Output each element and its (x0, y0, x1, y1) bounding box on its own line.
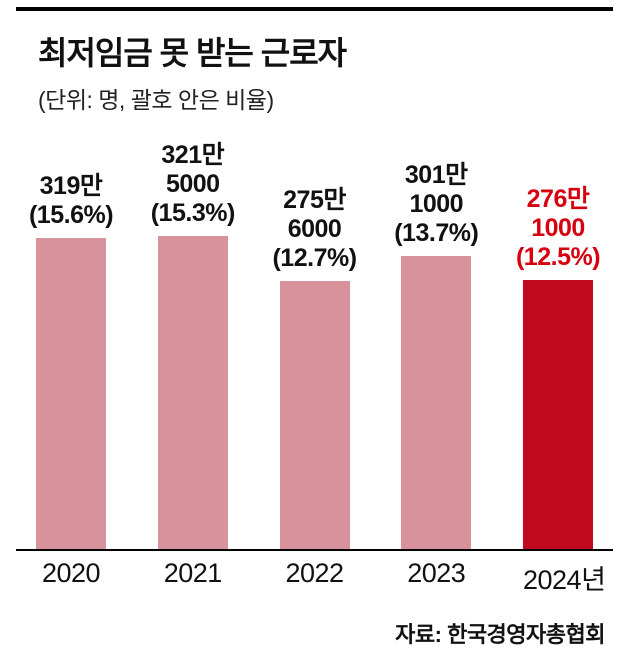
bar (279, 281, 350, 549)
bar (157, 236, 228, 549)
bar-highlighted (523, 280, 593, 549)
bar-value-line: 301만 (404, 161, 468, 189)
infographic-page: 최저임금 못 받는 근로자 (단위: 명, 괄호 안은 비율) 319만 (15.… (0, 7, 629, 661)
bar (36, 238, 106, 549)
bar-value-line: 1000 (409, 190, 464, 218)
bar-value-line: 276만 (526, 185, 590, 213)
bar-value-line: 6000 (287, 215, 342, 243)
bar-value-line: (15.6%) (28, 201, 114, 229)
bar-value-label: 321만 5000 (15.3%) (150, 141, 236, 228)
x-axis-label: 2020 (41, 558, 101, 588)
bar-value-line: (13.7%) (394, 219, 479, 247)
bar-value-line: 319만 (39, 172, 103, 200)
bar (401, 256, 472, 549)
bar-value-line: 1000 (531, 214, 585, 242)
bar-value-line: 5000 (165, 170, 220, 198)
bar-value-line: 321만 (161, 141, 225, 169)
bar-value-line: (12.7%) (272, 244, 357, 272)
x-axis: 2020 2021 2022 2023 2024년 (16, 549, 613, 597)
x-axis-label: 2023 (407, 558, 466, 588)
bar-chart: 319만 (15.6%) 321만 5000 (15.3%) 275만 6000 (12.7%… (16, 125, 613, 549)
x-axis-label: 2021 (163, 558, 223, 588)
x-axis-label: 2022 (285, 558, 344, 588)
bar-column: 275만 6000 (12.7%) (272, 186, 357, 549)
bar-value-label: 276만 1000 (12.5%) (515, 185, 601, 272)
bar-column: 276만 1000 (12.5%) (516, 185, 601, 549)
bar-value-label: 301만 1000 (13.7%) (394, 161, 479, 248)
bar-value-line: (12.5%) (515, 243, 601, 271)
bar-value-line: 275만 (283, 186, 346, 214)
bar-value-label: 275만 6000 (12.7%) (272, 186, 357, 273)
bar-column: 321만 5000 (15.3%) (151, 141, 235, 549)
top-rule (16, 7, 613, 11)
bar-column: 301만 1000 (13.7%) (394, 161, 479, 549)
bar-value-line: (15.3%) (150, 199, 236, 227)
unit-note: (단위: 명, 괄호 안은 비율) (38, 87, 274, 113)
page-title: 최저임금 못 받는 근로자 (38, 35, 347, 71)
bar-column: 319만 (15.6%) (29, 172, 114, 549)
source-caption: 자료: 한국경영자총협회 (395, 622, 605, 647)
x-axis-label: 2024년 (523, 565, 606, 595)
bar-value-label: 319만 (15.6%) (28, 172, 114, 230)
